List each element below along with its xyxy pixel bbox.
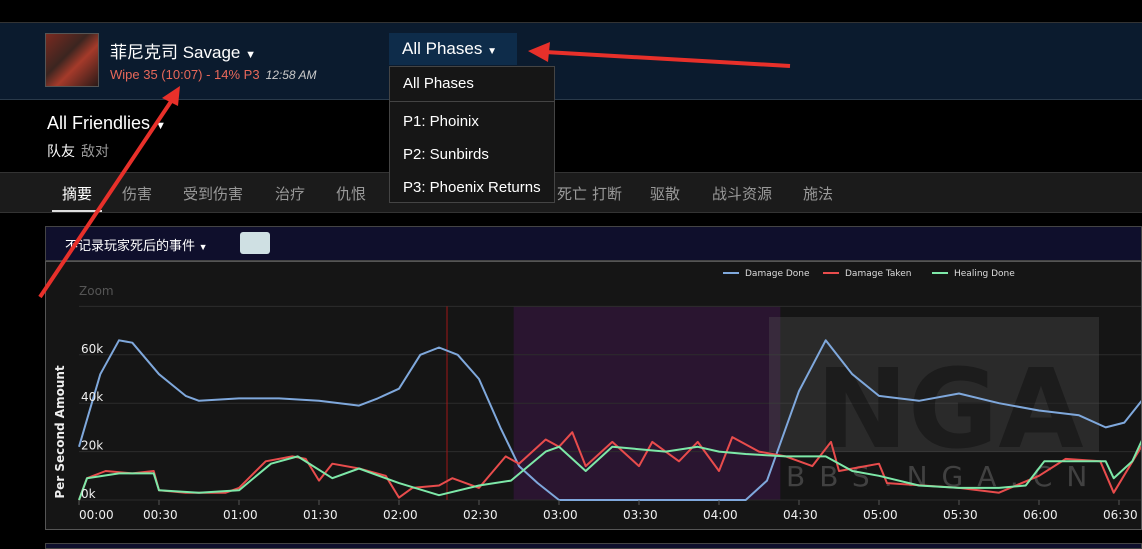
x-tick-label: 03:30 [623,508,658,522]
watermark-logo-bg [769,317,1099,452]
caret-down-icon: ▼ [198,242,208,252]
x-tick-label: 02:30 [463,508,498,522]
watermark-site: BBS.NGA.CN [786,460,1101,493]
x-tick-label: 05:00 [863,508,898,522]
zoom-label[interactable]: Zoom [79,284,114,298]
caret-down-icon: ▼ [245,49,257,61]
x-tick-label: 01:30 [303,508,338,522]
phase-select-label: All Phases [402,39,483,58]
y-tick-label: 20k [81,439,103,453]
x-tick-label: 03:00 [543,508,578,522]
phase-option-p1[interactable]: P1: Phoinix [403,113,479,130]
y-tick-label: 60k [81,342,103,356]
phase-dropdown-menu: All Phases P1: Phoinix P2: Sunbirds P3: … [389,66,555,203]
tab-summary[interactable]: 摘要 [62,186,93,203]
chart-area[interactable]: NGA BBS.NGA.CN Zoom Per Second Amount Da… [45,261,1142,530]
actor-filter-dropdown[interactable]: All Friendlies ▼ [47,113,166,134]
tab-threat[interactable]: 仇恨 [336,186,367,203]
caret-down-icon: ▼ [487,46,497,57]
series-line-damage-taken [78,431,1141,501]
color-toggle-button[interactable] [240,232,270,254]
x-tick-label: 02:00 [383,508,418,522]
series-line-damage-done [78,339,1141,501]
actor-filter-label: All Friendlies [47,113,151,133]
phase-option-p2[interactable]: P2: Sunbirds [403,146,489,163]
next-panel-header [45,543,1142,549]
tab-bar: 摘要 伤害 受到伤害 治疗 仇恨 死亡 打断 驱散 战斗资源 施法 [0,172,1142,213]
x-tick-label: 00:30 [143,508,178,522]
tab-dispels[interactable]: 驱散 [650,186,681,203]
encounter-subtitle: Wipe 35 (10:07) - 14% P3 12:58 AM [110,67,317,82]
x-tick-label: 04:30 [783,508,818,522]
active-tab-indicator [52,210,102,212]
series-line-healing-done [78,440,1141,501]
y-tick-label: 40k [81,390,103,404]
x-tick-label: 06:00 [1023,508,1058,522]
caret-down-icon: ▼ [155,120,166,132]
tab-friendly[interactable]: 队友 [47,143,75,159]
watermark-logo: NGA [816,345,1083,473]
x-tick-label: 00:00 [79,508,114,522]
encounter-title: 菲尼克司 Savage [110,43,241,62]
top-divider [0,22,1142,23]
x-tick-label: 04:00 [703,508,738,522]
x-tick-label: 05:30 [943,508,978,522]
tab-deaths[interactable]: 死亡 [557,186,588,203]
tab-damage-taken[interactable]: 受到伤害 [183,186,244,203]
menu-divider [390,101,554,102]
x-tick-label: 01:00 [223,508,258,522]
death-filter-label: 不记录玩家死后的事件 [65,238,196,253]
death-filter-dropdown[interactable]: 不记录玩家死后的事件 ▼ [65,235,208,254]
boss-avatar [45,33,99,87]
tab-casts[interactable]: 施法 [803,186,834,203]
tab-healing[interactable]: 治疗 [275,186,306,203]
wipe-info: Wipe 35 (10:07) - 14% P3 [110,67,260,82]
x-tick-label: 06:30 [1103,508,1138,522]
y-tick-label: 0k [81,487,96,501]
tab-hostile[interactable]: 敌对 [81,143,109,159]
line-chart[interactable]: NGA BBS.NGA.CN Zoom Per Second Amount Da… [46,262,1142,530]
y-axis-label: Per Second Amount [53,365,67,499]
encounter-time: 12:58 AM [265,68,317,82]
tab-interrupts[interactable]: 打断 [592,186,623,203]
side-tabs: 队友 敌对 [47,141,109,161]
legend-label: Healing Done [954,269,1015,279]
phase-select-button[interactable]: All Phases ▼ [389,33,517,65]
watermark: NGA BBS.NGA.CN [769,317,1101,493]
phase-option-p3[interactable]: P3: Phoenix Returns [403,179,541,196]
encounter-title-dropdown[interactable]: 菲尼克司 Savage ▼ [110,38,256,63]
phase-option-all[interactable]: All Phases [403,75,474,92]
legend-label: Damage Done [745,269,810,279]
tab-damage[interactable]: 伤害 [122,186,153,203]
tab-resources[interactable]: 战斗资源 [712,186,773,203]
legend-label: Damage Taken [845,269,912,279]
chart-panel-header [45,226,1142,261]
